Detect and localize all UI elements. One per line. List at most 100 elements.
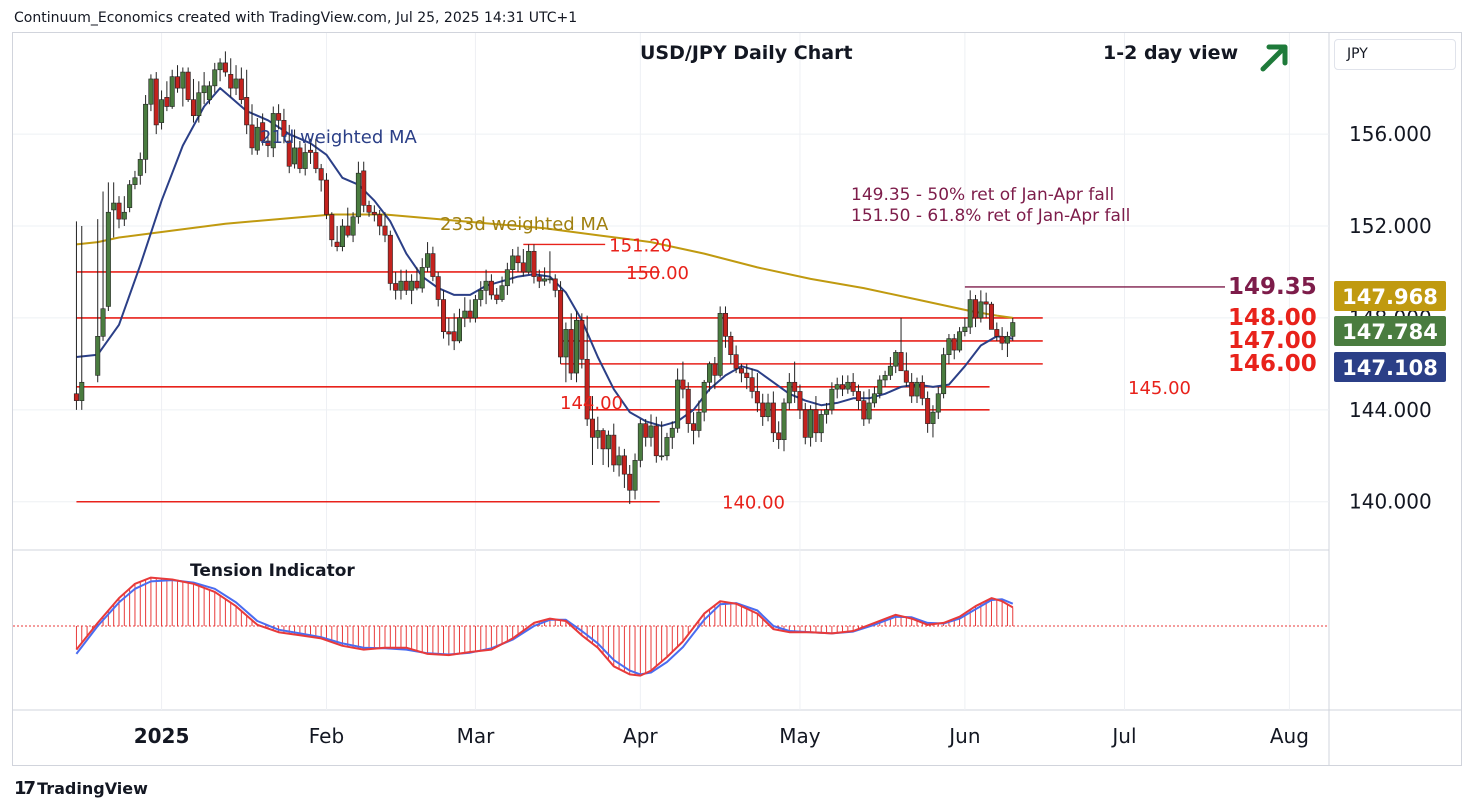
candle [526, 244, 532, 275]
candle-body [451, 331, 457, 342]
candle-body [387, 234, 393, 284]
candle-body [297, 147, 303, 169]
candle-body [850, 381, 856, 392]
candle-body [707, 363, 713, 383]
candle-body [105, 211, 111, 307]
time-axis[interactable]: 2025 Feb Mar Apr May Jun Jul Aug [134, 724, 1309, 748]
level-label: 146.00 [1228, 351, 1317, 377]
candle-body [760, 402, 766, 418]
grid [13, 33, 1329, 710]
tension-indicator-label: Tension Indicator [190, 561, 355, 581]
candle [281, 108, 287, 144]
candle-body [425, 253, 431, 268]
candle-body [329, 214, 335, 241]
candle [589, 396, 595, 465]
candle [238, 67, 244, 105]
candle [845, 375, 851, 394]
candle [148, 74, 154, 112]
candle [637, 419, 643, 468]
candle [770, 391, 776, 443]
candle [419, 258, 425, 293]
candle [595, 416, 601, 449]
candle-body [589, 418, 595, 438]
candle [265, 131, 271, 158]
currency-selector[interactable]: JPY [1334, 39, 1456, 70]
candle-body [361, 170, 367, 206]
candle [632, 453, 638, 500]
candle [366, 200, 372, 217]
candle-body [371, 211, 377, 215]
candle [531, 244, 537, 284]
candle-body [637, 423, 643, 461]
candle-body [345, 225, 351, 236]
candle-body [467, 310, 473, 319]
candle-body [999, 336, 1005, 344]
candle [584, 315, 590, 426]
candle-body [829, 388, 835, 411]
candle [685, 382, 691, 433]
candle-body [749, 377, 755, 392]
level-label: 150.00 [626, 263, 689, 284]
ma21-label: 21d weighted MA [260, 127, 417, 148]
candle [733, 345, 739, 374]
candle-body [643, 423, 649, 438]
candle [462, 297, 468, 328]
candle-body [685, 388, 691, 424]
candle-body [813, 409, 819, 434]
candle [169, 69, 175, 109]
candle-body [206, 85, 212, 100]
candle-body [909, 381, 915, 397]
price-tick-label: 152.000 [1349, 214, 1432, 238]
candle [664, 432, 670, 461]
candle [707, 361, 713, 392]
candle-body [563, 329, 569, 358]
tradingview-footer[interactable]: 17 TradingView [14, 778, 148, 799]
candle-body [286, 140, 292, 167]
candle [371, 205, 377, 222]
candle [765, 393, 771, 422]
candle-body [302, 152, 308, 169]
candle-body [967, 299, 973, 328]
candle-body [403, 280, 409, 291]
candle-body [861, 400, 867, 420]
candle [802, 402, 808, 445]
candle [180, 67, 186, 107]
candle-body [148, 78, 154, 105]
candle-body [318, 168, 324, 181]
candle [611, 423, 617, 472]
candle-body [201, 85, 207, 94]
candle [797, 384, 803, 420]
candle-body [648, 425, 654, 438]
candle-body [323, 179, 329, 215]
candle [738, 363, 744, 383]
candle [728, 331, 734, 364]
candle-body [988, 303, 994, 330]
candle [999, 327, 1005, 351]
candle-body [137, 159, 143, 176]
candle-body [1010, 322, 1016, 337]
candle-body [600, 430, 606, 450]
candle-body [270, 113, 276, 149]
ma233-label: 233d weighted MA [440, 214, 609, 235]
ret-50-annotation: 149.35 - 50% ret of Jan-Apr fall [851, 185, 1114, 205]
candle [387, 230, 393, 291]
candle [574, 311, 580, 383]
time-tick-label: Feb [309, 724, 344, 748]
candle-body [276, 113, 282, 121]
candle [941, 347, 947, 399]
candle-body [531, 250, 537, 277]
candle [701, 379, 707, 422]
candle [79, 226, 85, 410]
candle [355, 161, 361, 224]
tension-fast-line [75, 576, 1014, 677]
candle-body [957, 331, 963, 351]
candle-body [478, 290, 484, 300]
candle [292, 129, 298, 169]
candle-body [930, 411, 936, 424]
candle [260, 113, 266, 146]
candle-body [190, 99, 196, 117]
candle [233, 65, 239, 96]
candle-body [169, 76, 175, 107]
candle [185, 67, 191, 102]
